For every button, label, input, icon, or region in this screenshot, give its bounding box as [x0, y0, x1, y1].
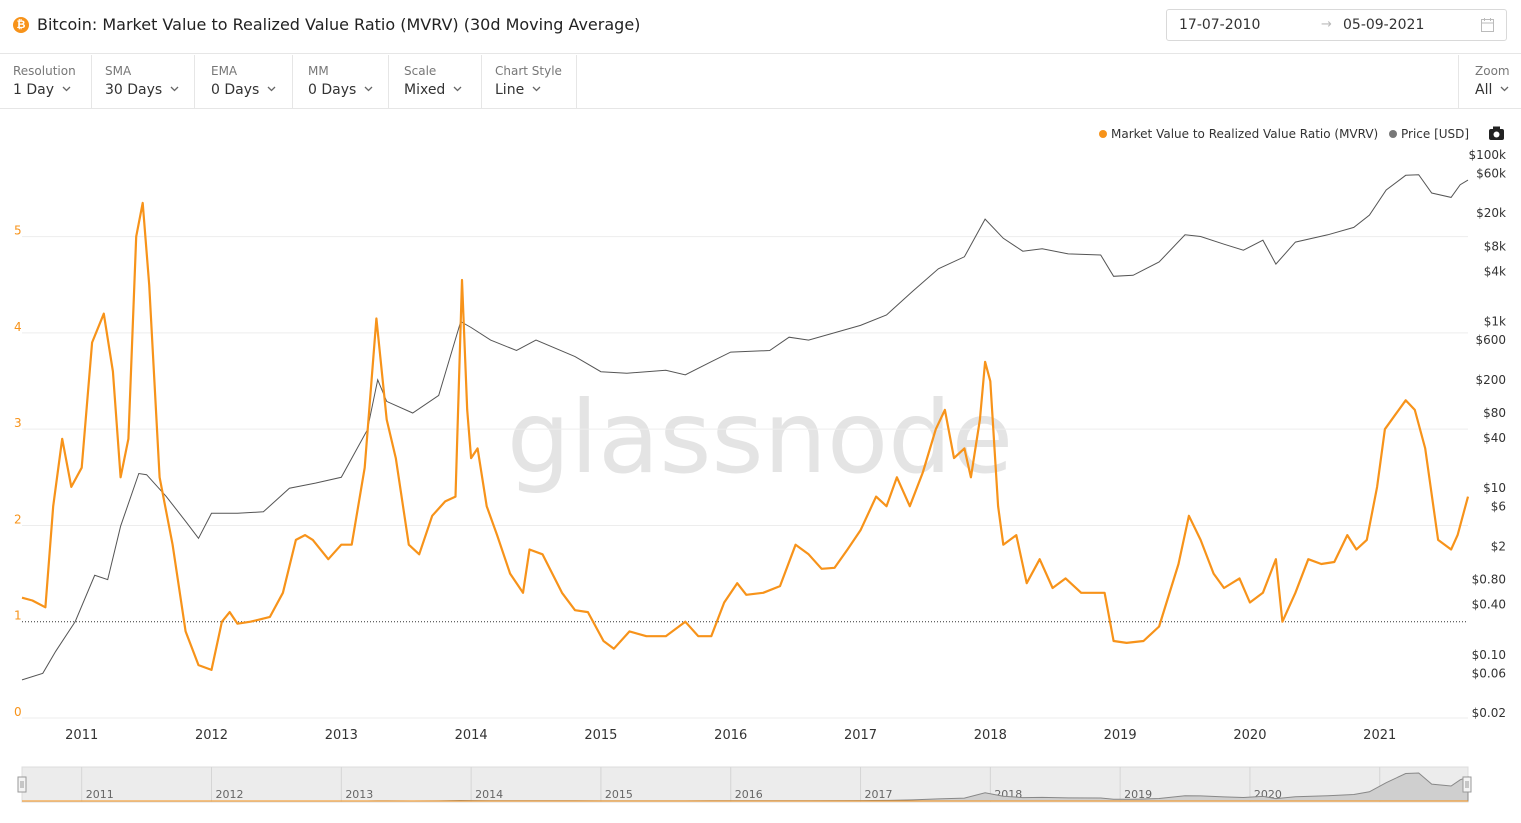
left-axis-tick: 3: [14, 416, 22, 430]
chart-toolbar: Resolution 1 Day SMA 30 Days EMA 0 Days …: [0, 55, 1521, 109]
chart-style-label: Chart Style: [495, 64, 562, 78]
price-series-line: [21, 174, 1469, 681]
chart-header: ₿ Bitcoin: Market Value to Realized Valu…: [0, 0, 1521, 54]
navigator-year-label: 2014: [475, 788, 503, 801]
left-axis-tick: 1: [14, 609, 22, 623]
navigator-year-label: 2012: [216, 788, 244, 801]
x-axis-tick: 2015: [584, 728, 617, 743]
bitcoin-icon: ₿: [13, 17, 29, 33]
left-axis-tick: 0: [14, 705, 22, 719]
page-title: Bitcoin: Market Value to Realized Value …: [37, 15, 641, 34]
navigator-year-label: 2017: [865, 788, 893, 801]
scale-select[interactable]: Scale Mixed: [391, 55, 482, 108]
chevron-down-icon: [62, 86, 71, 92]
x-axis-tick: 2018: [974, 728, 1007, 743]
ema-value[interactable]: 0 Days: [211, 82, 276, 98]
x-axis-tick: 2013: [325, 728, 358, 743]
right-axis-tick: $200: [1475, 373, 1506, 387]
calendar-icon[interactable]: [1481, 18, 1494, 32]
left-axis-tick: 5: [14, 224, 22, 238]
camera-icon[interactable]: [1489, 126, 1504, 141]
zoom-label: Zoom: [1475, 64, 1510, 78]
chart-legend: Market Value to Realized Value Ratio (MV…: [1099, 126, 1504, 141]
date-start-input[interactable]: 17-07-2010: [1179, 17, 1261, 33]
right-axis-tick: $4k: [1484, 264, 1506, 278]
chevron-down-icon: [170, 86, 179, 92]
navigator-right-handle[interactable]: [1462, 776, 1472, 793]
mvrv-legend-dot: [1099, 130, 1107, 138]
chevron-down-icon: [453, 86, 462, 92]
x-axis-ticks: 2011 2012 2013 2014 2015 2016 2017 2018 2019 2020…: [65, 728, 1396, 743]
right-axis-tick: $0.10: [1472, 648, 1506, 662]
right-axis-tick: $0.80: [1472, 573, 1506, 587]
right-axis-tick: $40: [1483, 431, 1506, 445]
navigator-year-label: 2015: [605, 788, 633, 801]
right-axis-tick: $60k: [1476, 166, 1506, 180]
glassnode-watermark: glassnode: [507, 379, 1013, 496]
sma-value[interactable]: 30 Days: [105, 82, 179, 98]
x-axis-tick: 2020: [1233, 728, 1266, 743]
left-axis-tick: 2: [14, 512, 22, 526]
navigator-left-handle[interactable]: [17, 776, 27, 793]
sma-label: SMA: [105, 64, 132, 78]
navigator-year-label: 2016: [735, 788, 763, 801]
x-axis-tick: 2016: [714, 728, 747, 743]
right-axis-tick: $100k: [1469, 148, 1507, 162]
left-axis-ticks: 0 1 2 3 4 5: [14, 224, 22, 719]
right-axis-ticks: $100k $60k $20k $8k $4k $1k $600 $200 $80 $40 $10 $…: [1469, 148, 1507, 720]
right-axis-tick: $10: [1483, 481, 1506, 495]
navigator-year-label: 2011: [86, 788, 114, 801]
left-axis-tick: 4: [14, 320, 22, 334]
ema-label: EMA: [211, 64, 238, 78]
x-axis-tick: 2017: [844, 728, 877, 743]
right-axis-tick: $0.40: [1472, 598, 1506, 612]
right-axis-tick: $1k: [1484, 315, 1506, 329]
date-arrow-icon: →: [1321, 17, 1332, 32]
right-axis-tick: $20k: [1476, 206, 1506, 220]
mm-select[interactable]: MM 0 Days: [295, 55, 389, 108]
resolution-select[interactable]: Resolution 1 Day: [0, 55, 92, 108]
chart-style-value[interactable]: Line: [495, 82, 541, 98]
x-axis-tick: 2011: [65, 728, 98, 743]
navigator-year-label: 2013: [345, 788, 373, 801]
zoom-value[interactable]: All: [1475, 82, 1509, 98]
x-axis-tick: 2021: [1363, 728, 1396, 743]
scale-value[interactable]: Mixed: [404, 82, 462, 98]
date-end-input[interactable]: 05-09-2021: [1343, 17, 1425, 33]
chart-style-select[interactable]: Chart Style Line: [482, 55, 577, 108]
mvrv-series-line: [21, 201, 1470, 671]
right-axis-tick: $80: [1483, 406, 1506, 420]
navigator-year-label: 2019: [1124, 788, 1152, 801]
mm-label: MM: [308, 64, 329, 78]
right-axis-tick: $600: [1475, 333, 1506, 347]
right-axis-tick: $0.02: [1472, 706, 1506, 720]
x-axis-tick: 2014: [455, 728, 488, 743]
sma-select[interactable]: SMA 30 Days: [92, 55, 195, 108]
chevron-down-icon: [267, 86, 276, 92]
price-legend-dot: [1389, 130, 1397, 138]
mm-value[interactable]: 0 Days: [308, 82, 373, 98]
date-range-picker[interactable]: 17-07-2010 → 05-09-2021: [1166, 9, 1507, 41]
x-axis-tick: 2019: [1104, 728, 1137, 743]
chevron-down-icon: [364, 86, 373, 92]
legend-mvrv-label[interactable]: Market Value to Realized Value Ratio (MV…: [1111, 127, 1378, 141]
grid-lines: [22, 236, 1468, 719]
scale-label: Scale: [404, 64, 437, 78]
zoom-select[interactable]: Zoom All: [1458, 55, 1521, 108]
x-axis-tick: 2012: [195, 728, 228, 743]
resolution-label: Resolution: [13, 64, 76, 78]
chevron-down-icon: [532, 86, 541, 92]
navigator-bar[interactable]: 2011 2012 2013 2014 2015 2016 2017 2018 2019 2020…: [17, 766, 1472, 803]
right-axis-tick: $6: [1491, 500, 1506, 514]
right-axis-tick: $2: [1491, 539, 1506, 553]
resolution-value[interactable]: 1 Day: [13, 82, 71, 98]
chevron-down-icon: [1500, 86, 1509, 92]
right-axis-tick: $0.06: [1472, 666, 1506, 680]
right-axis-tick: $8k: [1484, 239, 1506, 253]
ema-select[interactable]: EMA 0 Days: [198, 55, 293, 108]
legend-price-label[interactable]: Price [USD]: [1401, 127, 1469, 141]
